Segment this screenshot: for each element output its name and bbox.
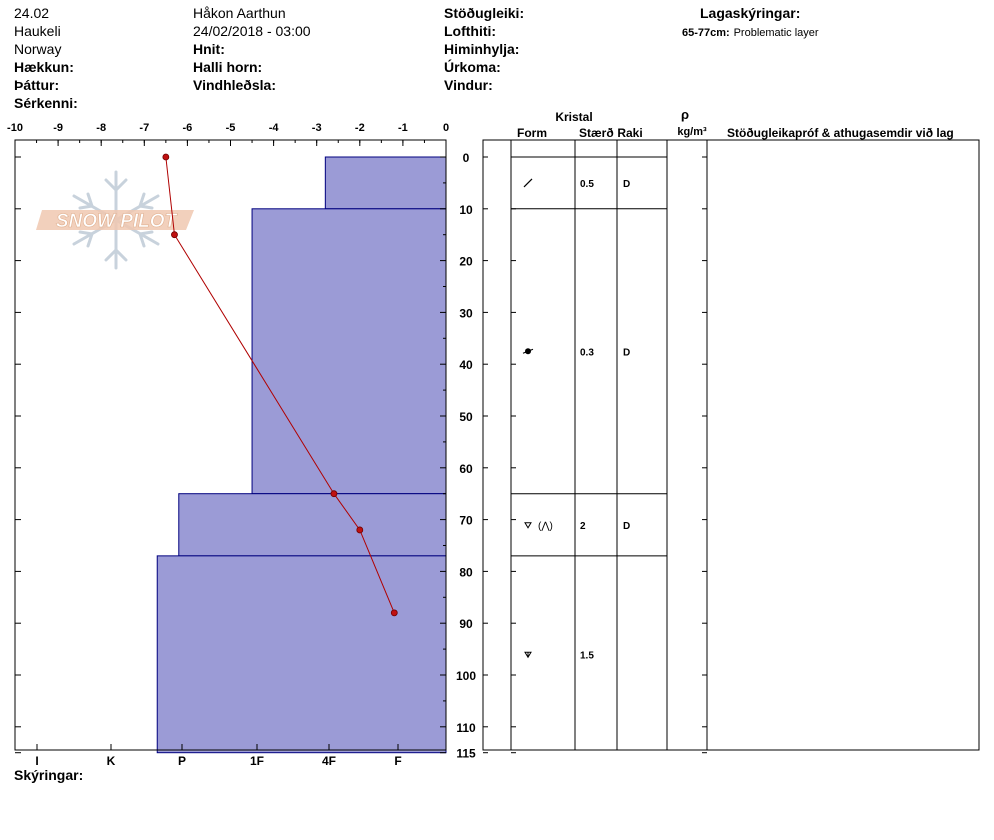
notes-label: Skýringar: (14, 767, 84, 783)
layer-size: 2 (580, 521, 586, 532)
depth-hoar-facet-icon (524, 522, 532, 529)
depth-tick-label: 10 (459, 203, 473, 217)
temp-tick-label: -1 (398, 122, 408, 134)
depth-tick-label: 30 (459, 306, 473, 320)
layer-notes-title: Lagaskýringar: (700, 5, 801, 21)
form-header: Form (517, 126, 547, 140)
hardness-bar (251, 208, 447, 495)
crystal-header: Kristal (555, 110, 592, 124)
temperature-point (162, 153, 170, 161)
hardness-bar (156, 555, 447, 754)
temp-tick-label: -7 (139, 122, 149, 134)
air-temp-label: Lofthiti: (444, 23, 497, 39)
layer-moisture: D (623, 179, 630, 190)
temp-tick-label: 0 (443, 122, 449, 134)
depth-tick-label: 60 (459, 462, 473, 476)
decomposing-icon (523, 178, 533, 188)
layer-size: 0.3 (580, 347, 594, 358)
layer-note-range: 65-77cm: (682, 27, 730, 39)
table-frame (482, 139, 980, 751)
density-symbol: ρ (681, 107, 689, 122)
temp-tick-label: -10 (7, 122, 23, 134)
watermark-text: SNOW PILOT (56, 211, 178, 232)
comments-header: Stöðugleikapróf & athugasemdir við lag (727, 126, 954, 140)
layer-note: 65-77cm: Problematic layer (682, 23, 819, 41)
temp-tick-label: -4 (269, 122, 280, 134)
wind-loading-label: Vindhleðsla: (193, 77, 276, 93)
hardness-label: P (178, 754, 186, 768)
temp-tick-label: -9 (53, 122, 63, 134)
wind-label: Vindur: (444, 77, 493, 93)
temperature-point (171, 231, 178, 239)
depth-tick-label: 50 (459, 410, 473, 424)
hardness-label: 4F (322, 754, 336, 768)
moisture-header: Raki (617, 126, 642, 140)
layer-note-text: Problematic layer (733, 27, 819, 39)
slope-angle-label: Halli horn: (193, 59, 263, 75)
observer-name: Håkon Aarthun (193, 5, 286, 21)
country: Norway (14, 41, 62, 57)
depth-tick-label: 80 (459, 565, 473, 579)
temperature-point (390, 609, 398, 617)
temp-tick-label: -6 (183, 122, 193, 134)
depth-tick-label: 100 (456, 669, 476, 683)
aspect-label: Þáttur: (14, 77, 60, 93)
depth-tick-label: 115 (456, 747, 476, 761)
specifics-label: Sérkenni: (14, 95, 78, 111)
temperature-point (330, 490, 338, 498)
layer-moisture: D (623, 521, 630, 532)
elevation-label: Hækkun: (14, 59, 74, 75)
hardness-bar (324, 156, 447, 210)
depth-hoar-secondary-icon: (⋀) (538, 521, 553, 532)
depth-tick-label: 90 (459, 617, 473, 631)
layer-size: 1.5 (580, 650, 594, 661)
hardness-label: 1F (250, 754, 264, 768)
temperature-point (356, 526, 364, 534)
hardness-label: F (394, 754, 401, 768)
depth-tick-label: 0 (463, 151, 470, 165)
precipitation-label: Úrkoma: (444, 59, 501, 75)
hardness-bar (178, 493, 447, 557)
depth-tick-label: 70 (459, 514, 473, 528)
pit-id: 24.02 (14, 5, 50, 21)
depth-tick-label: 40 (459, 358, 473, 372)
snowpilot-watermark: SNOW PILOT (36, 170, 194, 270)
hardness-label: I (35, 754, 38, 768)
coordinates-label: Hnit: (193, 41, 225, 57)
observation-date: 24/02/2018 - 03:00 (193, 23, 311, 39)
stability-label: Stöðugleiki: (444, 5, 525, 21)
layer-size: 0.5 (580, 179, 594, 190)
temp-tick-label: -3 (312, 122, 322, 134)
layer-moisture: D (623, 347, 630, 358)
density-unit: kg/m³ (677, 126, 707, 138)
depth-tick-label: 110 (456, 721, 476, 735)
depth-tick-label: 20 (459, 255, 473, 269)
temp-tick-label: -2 (355, 122, 365, 134)
sky-cover-label: Himinhylja: (444, 41, 520, 57)
location: Haukeli (14, 23, 61, 39)
hardness-label: K (107, 754, 116, 768)
rounded-faceted-icon-bar (522, 348, 534, 354)
temp-tick-label: -8 (96, 122, 106, 134)
temp-tick-label: -5 (226, 122, 236, 134)
size-header: Stærð (579, 126, 614, 140)
